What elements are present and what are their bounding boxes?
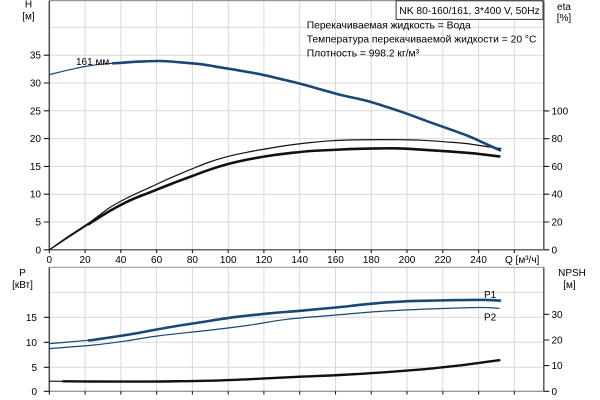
svg-text:5: 5 [35,218,41,229]
svg-text:40: 40 [552,190,564,201]
svg-text:35: 35 [30,51,42,62]
svg-text:P1: P1 [484,290,497,301]
svg-text:0: 0 [31,387,37,398]
svg-text:25: 25 [30,106,42,117]
svg-text:10: 10 [26,338,38,349]
svg-text:30: 30 [30,79,42,90]
svg-text:200: 200 [399,255,416,266]
svg-text:[м]: [м] [563,280,576,291]
svg-text:40: 40 [115,255,127,266]
svg-text:20: 20 [30,134,42,145]
svg-text:5: 5 [31,363,37,374]
svg-text:100: 100 [220,255,237,266]
svg-text:0: 0 [552,245,558,256]
svg-text:NK 80-160/161, 3*400 V, 50Hz: NK 80-160/161, 3*400 V, 50Hz [399,6,539,17]
svg-text:220: 220 [434,255,451,266]
svg-text:20: 20 [80,255,92,266]
svg-text:20: 20 [552,218,564,229]
svg-text:100: 100 [552,106,569,117]
svg-text:10: 10 [552,361,564,372]
svg-text:NPSH: NPSH [558,268,586,279]
svg-text:240: 240 [470,255,487,266]
svg-text:60: 60 [552,162,564,173]
svg-text:120: 120 [256,255,273,266]
svg-text:Температура перекачиваемой жид: Температура перекачиваемой жидкости = 20… [307,35,537,46]
svg-text:P: P [19,268,26,279]
svg-text:60: 60 [151,255,163,266]
svg-text:0: 0 [47,255,53,266]
svg-text:161 мм: 161 мм [76,57,109,68]
svg-text:[%]: [%] [557,13,572,24]
svg-text:140: 140 [291,255,308,266]
svg-text:20: 20 [552,336,564,347]
svg-text:180: 180 [363,255,380,266]
svg-text:Q [м³/ч]: Q [м³/ч] [505,255,540,266]
svg-text:H: H [25,0,32,11]
svg-text:P2: P2 [484,312,497,323]
svg-text:0: 0 [552,387,558,398]
svg-text:[кВт]: [кВт] [12,280,33,291]
svg-text:80: 80 [552,134,564,145]
svg-text:160: 160 [327,255,344,266]
svg-text:10: 10 [30,190,42,201]
svg-text:15: 15 [30,162,42,173]
svg-text:Перекачиваемая жидкость = Вода: Перекачиваемая жидкость = Вода [307,21,471,32]
svg-text:0: 0 [35,245,41,256]
svg-text:30: 30 [552,310,564,321]
svg-text:Плотность = 998.2 кг/м³: Плотность = 998.2 кг/м³ [307,49,420,60]
svg-text:eta: eta [557,2,571,13]
svg-text:[м]: [м] [22,12,35,23]
svg-text:15: 15 [26,313,38,324]
svg-text:80: 80 [187,255,199,266]
